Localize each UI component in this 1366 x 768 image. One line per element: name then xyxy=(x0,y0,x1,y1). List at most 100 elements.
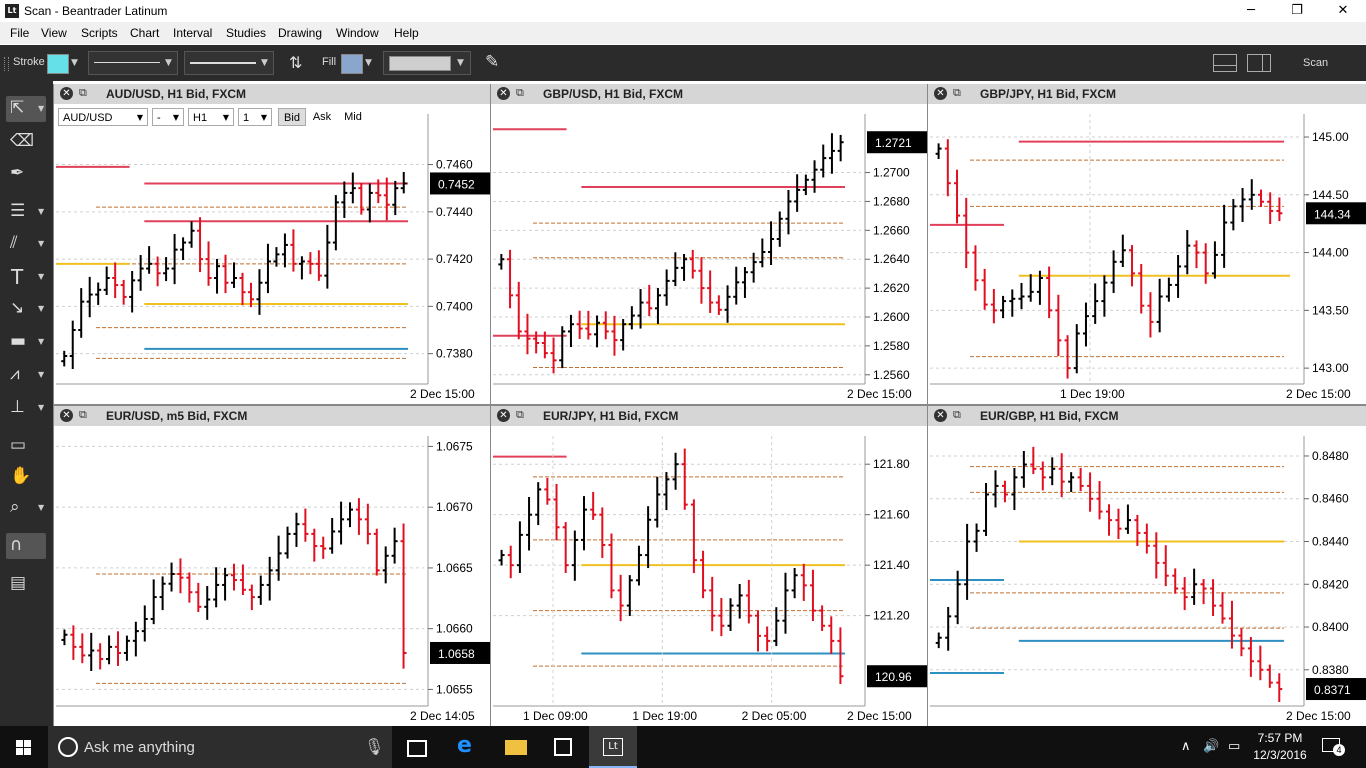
chevron-down-icon: ▼ xyxy=(222,113,229,122)
ask-button[interactable]: Ask xyxy=(312,111,332,123)
float-window-icon[interactable]: ⧉ xyxy=(516,86,524,99)
time-label: 1 Dec 09:00 xyxy=(523,709,588,723)
price-tick-label: 1.2660 xyxy=(873,223,910,237)
network-icon[interactable]: ▭ xyxy=(1228,739,1241,754)
pointer-icon[interactable]: ⇱ ▼ xyxy=(6,96,46,122)
price-tick-label: 0.8480 xyxy=(1312,449,1349,463)
chart-panel-audusd[interactable]: ✕ ⧉ AUD/USD, H1 Bid, FXCM 0.7460 0.7440 0.… xyxy=(54,84,490,404)
chart-panel-gbpusd[interactable]: ✕ ⧉ GBP/USD, H1 Bid, FXCM 1.2700 1.2680 1.… xyxy=(491,84,927,404)
drawing-toolbar: Stroke ▼ ▼ ▼ ⇅ Fill ▼ ▼ ✎ Scan xyxy=(0,45,1366,81)
zoom-icon[interactable]: ⌕ ▼ xyxy=(10,497,45,517)
chevron-up-icon[interactable]: ∧ xyxy=(1181,739,1191,754)
task-view-icon[interactable] xyxy=(392,726,440,768)
rectangle-icon[interactable]: ▬ ▼ xyxy=(10,331,45,351)
float-window-icon[interactable]: ⧉ xyxy=(953,86,961,99)
system-clock[interactable]: 7:57 PM 12/3/2016 xyxy=(1250,730,1310,764)
price-tick-label: 0.7420 xyxy=(436,252,473,266)
ruler-icon[interactable]: ▭ xyxy=(10,435,27,455)
volume-icon[interactable]: 🔊 xyxy=(1203,739,1220,754)
menu-scripts[interactable]: Scripts xyxy=(81,26,118,40)
menu-help[interactable]: Help xyxy=(394,26,419,40)
price-tick-label: 121.40 xyxy=(873,558,910,572)
menu-file[interactable]: File xyxy=(10,26,30,40)
restore-icon[interactable]: ❐ xyxy=(1291,3,1303,18)
text-icon[interactable]: T ▼ xyxy=(11,265,45,289)
float-window-icon[interactable]: ⧉ xyxy=(953,408,961,421)
menu-window[interactable]: Window xyxy=(336,26,379,40)
price-tick-label: 0.8420 xyxy=(1312,577,1349,591)
menu-drawing[interactable]: Drawing xyxy=(278,26,323,40)
stroke-color-swatch[interactable] xyxy=(47,54,69,74)
store-icon[interactable] xyxy=(540,726,588,768)
float-window-icon[interactable]: ⧉ xyxy=(79,86,87,99)
close-icon[interactable]: ✕ xyxy=(60,409,73,422)
price-tick-label: 1.0670 xyxy=(436,500,473,514)
layout-split-icon[interactable] xyxy=(1247,54,1271,72)
chart-header: ✕ ⧉ EUR/GBP, H1 Bid, FXCM xyxy=(928,406,1366,426)
chart-panel-eurgbp[interactable]: ✕ ⧉ EUR/GBP, H1 Bid, FXCM 0.8480 0.8460 0.… xyxy=(928,406,1366,726)
menu-studies[interactable]: Studies xyxy=(226,26,267,40)
chevron-down-icon[interactable]: ▼ xyxy=(365,58,372,68)
price-chart[interactable]: 145.00 144.50 144.00 143.50 143.00 144.34 1 De… xyxy=(928,104,1366,404)
bid-button[interactable]: Bid xyxy=(278,108,306,126)
close-icon[interactable]: ✕ xyxy=(1337,3,1349,18)
dash-select[interactable]: - ▼ xyxy=(152,108,184,126)
price-tick-label: 1.0665 xyxy=(436,561,473,575)
minimize-icon[interactable]: ─ xyxy=(1247,3,1255,18)
toolbar-grip[interactable] xyxy=(4,57,9,71)
arrow-icon[interactable]: ↘ ▼ xyxy=(10,298,45,318)
wave-icon[interactable]: ⩘ ▼ xyxy=(10,364,45,384)
fill-color-swatch[interactable] xyxy=(341,54,363,74)
horizontal-lines-icon[interactable]: ☰ ▼ xyxy=(10,201,45,221)
symbol-select[interactable]: AUD/USD ▼ xyxy=(58,108,148,126)
eraser-icon[interactable]: ⌫ xyxy=(10,131,35,151)
window-titlebar: Lt Scan - Beantrader Latinum ─ ❐ ✕ xyxy=(0,0,1366,22)
current-price-box xyxy=(430,172,490,195)
chart-settings-icon[interactable]: ▤ xyxy=(10,573,27,593)
edge-icon[interactable]: e xyxy=(457,733,472,758)
layout-single-icon[interactable] xyxy=(1213,54,1237,72)
chart-panel-gbpjpy[interactable]: ✕ ⧉ GBP/JPY, H1 Bid, FXCM 145.00 144.50 14… xyxy=(928,84,1366,404)
fill-preview xyxy=(389,56,451,71)
stamp-icon[interactable]: ⊥ ▼ xyxy=(10,397,45,417)
float-window-icon[interactable]: ⧉ xyxy=(79,408,87,421)
chart-panel-eurusd[interactable]: ✕ ⧉ EUR/USD, m5 Bid, FXCM 1.0675 1.0670 1.… xyxy=(54,406,490,726)
count-select[interactable]: 1 ▼ xyxy=(238,108,272,126)
chart-panel-eurjpy[interactable]: ✕ ⧉ EUR/JPY, H1 Bid, FXCM 121.80 121.60 12… xyxy=(491,406,927,726)
menu-chart[interactable]: Chart xyxy=(130,26,160,40)
windows-start-icon[interactable] xyxy=(0,726,48,768)
price-chart[interactable]: 0.8480 0.8460 0.8440 0.8420 0.8400 0.8380 0.83… xyxy=(928,426,1366,726)
magnet-icon[interactable]: ∩ xyxy=(6,533,46,559)
window-title: Scan - Beantrader Latinum xyxy=(24,4,168,18)
file-explorer-icon[interactable] xyxy=(492,726,540,768)
close-icon[interactable]: ✕ xyxy=(934,409,947,422)
price-chart[interactable]: 121.80 121.60 121.40 121.20 120.96 1 Dec 09:0… xyxy=(491,426,927,726)
stroke-width-dropdown[interactable]: ▼ xyxy=(184,51,274,75)
chevron-down-icon[interactable]: ▼ xyxy=(71,58,78,68)
hand-icon[interactable]: ✋ xyxy=(10,466,32,486)
eraser-pin-icon[interactable]: ✎ xyxy=(485,52,500,72)
price-tick-label: 0.7400 xyxy=(436,299,473,313)
cortana-search-box[interactable]: Ask me anything 🎙 xyxy=(48,726,392,768)
menu-interval[interactable]: Interval xyxy=(173,26,213,40)
stroke-style-dropdown[interactable]: ▼ xyxy=(88,51,178,75)
close-icon[interactable]: ✕ xyxy=(497,87,510,100)
interval-select[interactable]: H1 ▼ xyxy=(188,108,234,126)
swap-arrows-icon[interactable]: ⇅ xyxy=(289,53,303,72)
close-icon[interactable]: ✕ xyxy=(497,409,510,422)
microphone-icon[interactable]: 🎙 xyxy=(364,737,385,756)
latinum-app-icon[interactable]: Lt xyxy=(589,726,637,768)
price-chart[interactable]: 0.7460 0.7440 0.7420 0.7400 0.7380 0.7452 2 De… xyxy=(54,104,490,404)
close-icon[interactable]: ✕ xyxy=(60,87,73,100)
scan-label[interactable]: Scan xyxy=(1303,57,1329,69)
menu-view[interactable]: View xyxy=(41,26,67,40)
float-window-icon[interactable]: ⧉ xyxy=(516,408,524,421)
diagonal-lines-icon[interactable]: ⫽ ▼ xyxy=(10,233,45,253)
fill-style-dropdown[interactable]: ▼ xyxy=(383,51,471,75)
notification-icon[interactable]: 4 xyxy=(1322,738,1345,756)
mid-button[interactable]: Mid xyxy=(344,111,362,123)
pen-icon[interactable]: ✒ xyxy=(10,163,25,183)
price-chart[interactable]: 1.0675 1.0670 1.0665 1.0660 1.0655 1.0658 2 De… xyxy=(54,426,490,726)
close-icon[interactable]: ✕ xyxy=(934,87,947,100)
price-chart[interactable]: 1.2700 1.2680 1.2660 1.2640 1.2620 1.2600 1.25… xyxy=(491,104,927,404)
